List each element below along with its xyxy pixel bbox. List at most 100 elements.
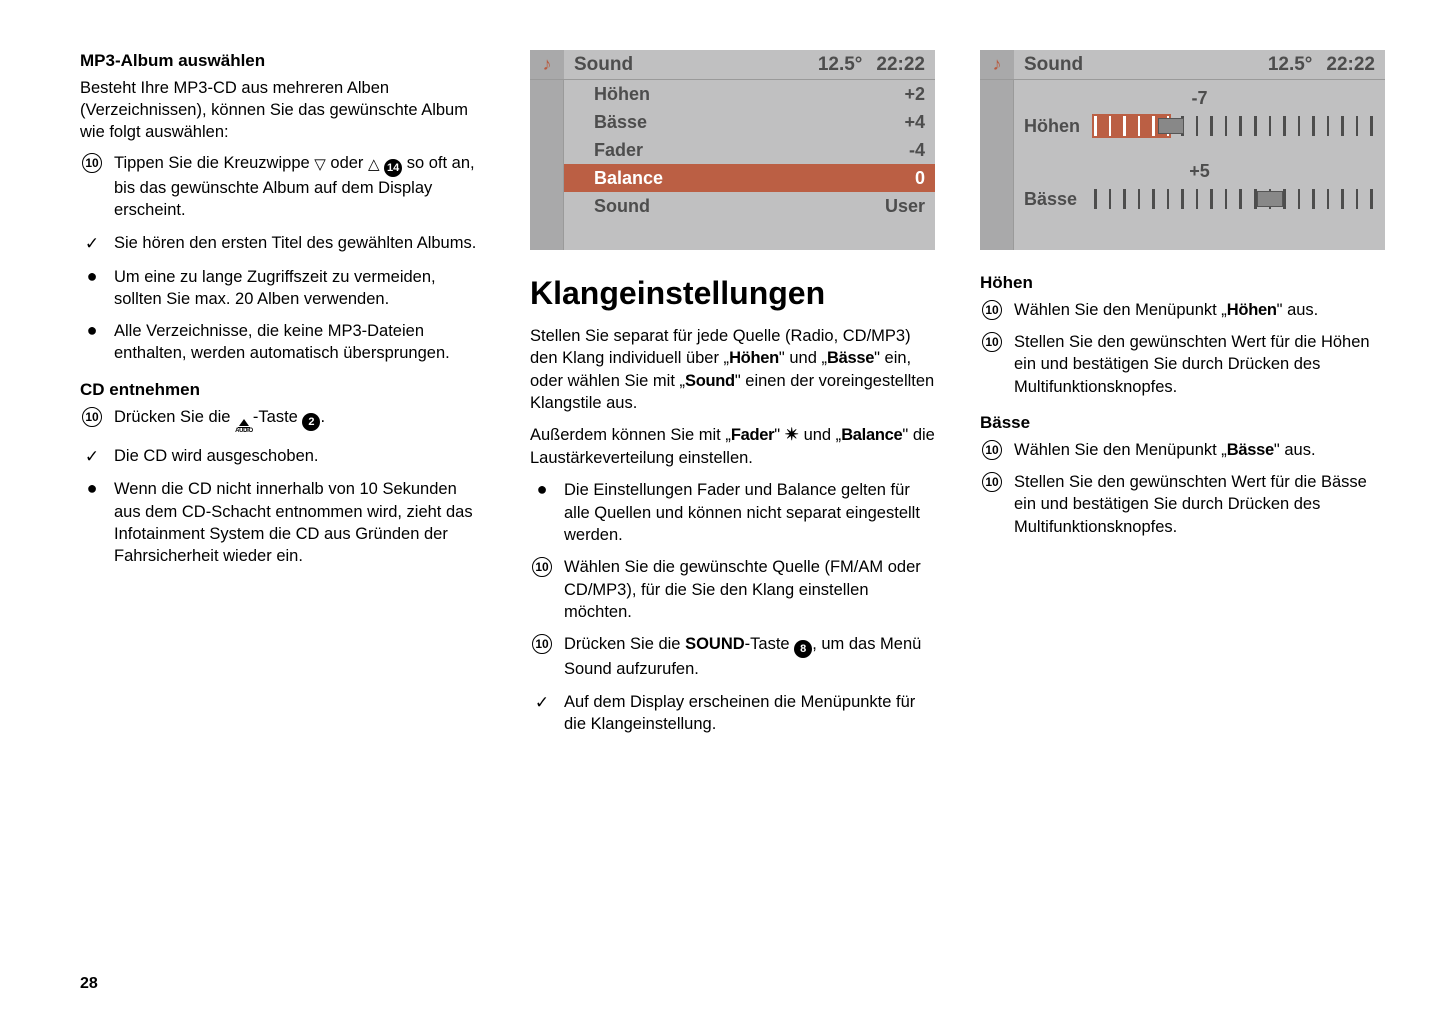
step-item: 10 Wählen Sie die gewünschte Quelle (FM/… [530,556,935,623]
menu-row: Höhen+2 [564,80,935,108]
step-text: Wählen Sie die gewünschte Quelle (FM/AM … [564,556,935,623]
step-item: 10 Drücken Sie die SOUND-Taste 8, um das… [530,633,935,681]
action-marker-icon: 10 [530,556,554,577]
display-header: ♪ Sound 12.5° 22:22 [530,50,935,80]
menu-row-label: Sound [594,194,885,218]
sound-menu-display: ♪ Sound 12.5° 22:22 Höhen+2Bässe+4Fader-… [530,50,935,250]
mp3-intro-text: Besteht Ihre MP3-CD aus mehreren Alben (… [80,77,485,144]
display-menu-list: Höhen+2Bässe+4Fader-4Balance0SoundUser [564,80,935,250]
display-title: Sound [564,52,818,78]
step-item: 10 Drücken Sie die AUDIO-Taste 2. [80,406,485,435]
step-item: ● Wenn die CD nicht innerhalb von 10 Sek… [80,478,485,567]
bullet-icon: ● [80,320,104,339]
heading-mp3-album: MP3-Album auswählen [80,50,485,73]
step-item: 10 Wählen Sie den Menüpunkt „Bässe" aus. [980,439,1385,461]
display-time: 22:22 [1326,52,1375,78]
basse-steps-list: 10 Wählen Sie den Menüpunkt „Bässe" aus.… [980,439,1385,538]
step-text: Tippen Sie die Kreuzwippe ▽ oder △ 14 so… [114,152,485,222]
klang-steps-list: ● Die Einstellungen Fader und Balance ge… [530,479,935,735]
step-item: 10 Wählen Sie den Menüpunkt „Höhen" aus. [980,299,1385,321]
step-item: ● Die Einstellungen Fader und Balance ge… [530,479,935,546]
heading-basse: Bässe [980,412,1385,435]
klang-intro-1: Stellen Sie separat für jede Quelle (Rad… [530,325,935,414]
action-marker-icon: 10 [80,406,104,427]
menu-row-label: Höhen [594,82,904,106]
hohen-value: -7 [1024,86,1375,110]
heading-cd-eject: CD entnehmen [80,379,485,402]
check-icon: ✓ [80,445,104,469]
step-item: ✓ Die CD wird ausgeschoben. [80,445,485,469]
step-text: Wenn die CD nicht innerhalb von 10 Sekun… [114,478,485,567]
button-ref-8-icon: 8 [794,640,812,658]
down-triangle-icon: ▽ [314,155,326,175]
klang-intro-2: Außerdem können Sie mit „Fader" ✴ und „B… [530,424,935,469]
step-item: 10 Stellen Sie den gewünschten Wert für … [980,471,1385,538]
basse-slider-track [1092,187,1375,211]
basse-slider-block: +5 Bässe [1014,153,1385,226]
display-sidebar [530,80,564,250]
button-ref-14-icon: 14 [384,159,402,177]
menu-row-value: +2 [904,82,925,106]
step-item: ● Alle Verzeichnisse, die keine MP3-Date… [80,320,485,365]
action-marker-icon: 10 [980,331,1004,352]
menu-row-value: 0 [915,166,925,190]
display-temperature: 12.5° [818,52,863,78]
step-text: Die Einstellungen Fader und Balance gelt… [564,479,935,546]
step-text: Wählen Sie den Menüpunkt „Bässe" aus. [1014,439,1385,461]
menu-row: Fader-4 [564,136,935,164]
basse-label: Bässe [1024,187,1082,211]
display-sidebar [980,80,1014,250]
up-triangle-icon: △ [368,155,380,175]
slider-display: ♪ Sound 12.5° 22:22 -7 Höhen [980,50,1385,250]
step-item: ● Um eine zu lange Zugriffszeit zu verme… [80,266,485,311]
hohen-slider-track [1092,114,1375,138]
page-number: 28 [80,973,98,995]
menu-row-label: Balance [594,166,915,190]
step-text: Drücken Sie die AUDIO-Taste 2. [114,406,485,435]
menu-row-value: +4 [904,110,925,134]
display-time: 22:22 [876,52,925,78]
step-text: Auf dem Display erscheinen die Menüpunkt… [564,691,935,736]
display-header: ♪ Sound 12.5° 22:22 [980,50,1385,80]
hohen-steps-list: 10 Wählen Sie den Menüpunkt „Höhen" aus.… [980,299,1385,398]
check-icon: ✓ [530,691,554,715]
display-slider-area: -7 Höhen +5 Bässe [1014,80,1385,250]
heading-hohen: Höhen [980,272,1385,295]
music-note-icon: ♪ [980,50,1014,79]
step-item: ✓ Sie hören den ersten Titel des gewählt… [80,232,485,256]
menu-row: SoundUser [564,192,935,220]
step-text: Die CD wird ausgeschoben. [114,445,485,467]
step-text: Alle Verzeichnisse, die keine MP3-Dateie… [114,320,485,365]
menu-row-value: User [885,194,925,218]
button-ref-2-icon: 2 [302,413,320,431]
slider-handle [1158,118,1184,134]
bullet-icon: ● [80,478,104,497]
menu-row-value: -4 [909,138,925,162]
menu-row: Balance0 [564,164,935,192]
step-item: 10 Stellen Sie den gewünschten Wert für … [980,331,1385,398]
step-text: Stellen Sie den gewünschten Wert für die… [1014,471,1385,538]
asterisk-icon: ✴ [785,425,799,444]
display-title: Sound [1014,52,1268,78]
eject-icon: AUDIO [235,419,253,435]
column-1: MP3-Album auswählen Besteht Ihre MP3-CD … [80,50,485,970]
slider-handle [1257,191,1283,207]
step-text: Sie hören den ersten Titel des gewählten… [114,232,485,254]
menu-row: Bässe+4 [564,108,935,136]
cd-steps-list: 10 Drücken Sie die AUDIO-Taste 2. ✓ Die … [80,406,485,568]
step-item: 10 Tippen Sie die Kreuzwippe ▽ oder △ 14… [80,152,485,222]
mp3-steps-list: 10 Tippen Sie die Kreuzwippe ▽ oder △ 14… [80,152,485,365]
bullet-icon: ● [80,266,104,285]
bullet-icon: ● [530,479,554,498]
action-marker-icon: 10 [980,471,1004,492]
music-note-icon: ♪ [530,50,564,79]
hohen-label: Höhen [1024,114,1082,138]
menu-row-label: Fader [594,138,909,162]
menu-row-label: Bässe [594,110,904,134]
step-text: Drücken Sie die SOUND-Taste 8, um das Me… [564,633,935,681]
basse-value: +5 [1024,159,1375,183]
step-text: Wählen Sie den Menüpunkt „Höhen" aus. [1014,299,1385,321]
action-marker-icon: 10 [530,633,554,654]
action-marker-icon: 10 [80,152,104,173]
column-3: ♪ Sound 12.5° 22:22 -7 Höhen [980,50,1385,970]
